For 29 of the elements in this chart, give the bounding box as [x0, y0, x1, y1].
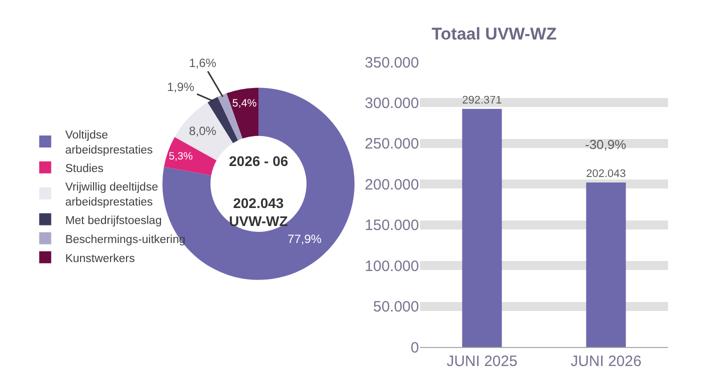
data-label: 8,0% [188, 124, 217, 138]
data-label: 1,6% [189, 56, 217, 70]
legend-label: Vrijwillig deeltijdse arbeidsprestaties [65, 181, 158, 208]
y-tick-label: 150.000 [364, 217, 419, 234]
data-label: 292.371 [462, 94, 502, 106]
y-tick-label: 200.000 [364, 176, 419, 194]
donut-slice [164, 136, 217, 176]
legend-label: Met bedrijfstoeslag [65, 214, 162, 227]
data-label: 5,4% [232, 97, 258, 110]
data-label: 202.043 [586, 168, 626, 180]
legend-label: Kunstwerkers [65, 252, 136, 265]
x-tick-label: JUNI 2025 [446, 353, 518, 370]
y-tick-label: 350.000 [364, 54, 419, 72]
y-tick-label: 250.000 [364, 136, 419, 153]
data-label: 5,3% [168, 150, 193, 163]
text: 202.043 UVW-WZ [229, 195, 288, 230]
legend-label: Studies [65, 162, 104, 175]
legend-label: Voltijdse arbeidsprestaties [65, 129, 154, 156]
y-tick-label: 0 [410, 339, 419, 356]
y-tick-label: 50.000 [373, 298, 419, 316]
y-tick-label: 300.000 [364, 94, 419, 112]
annotation: -30,9% [585, 137, 627, 152]
x-tick-label: JUNI 2026 [570, 353, 642, 370]
donut-slice [226, 88, 258, 139]
text: 2026 - 06 [229, 153, 288, 169]
data-label: 77,9% [288, 232, 322, 246]
chart-title: Totaal UVW-WZ [432, 24, 557, 44]
y-tick-label: 100.000 [364, 258, 419, 275]
data-label: 1,9% [167, 80, 195, 94]
